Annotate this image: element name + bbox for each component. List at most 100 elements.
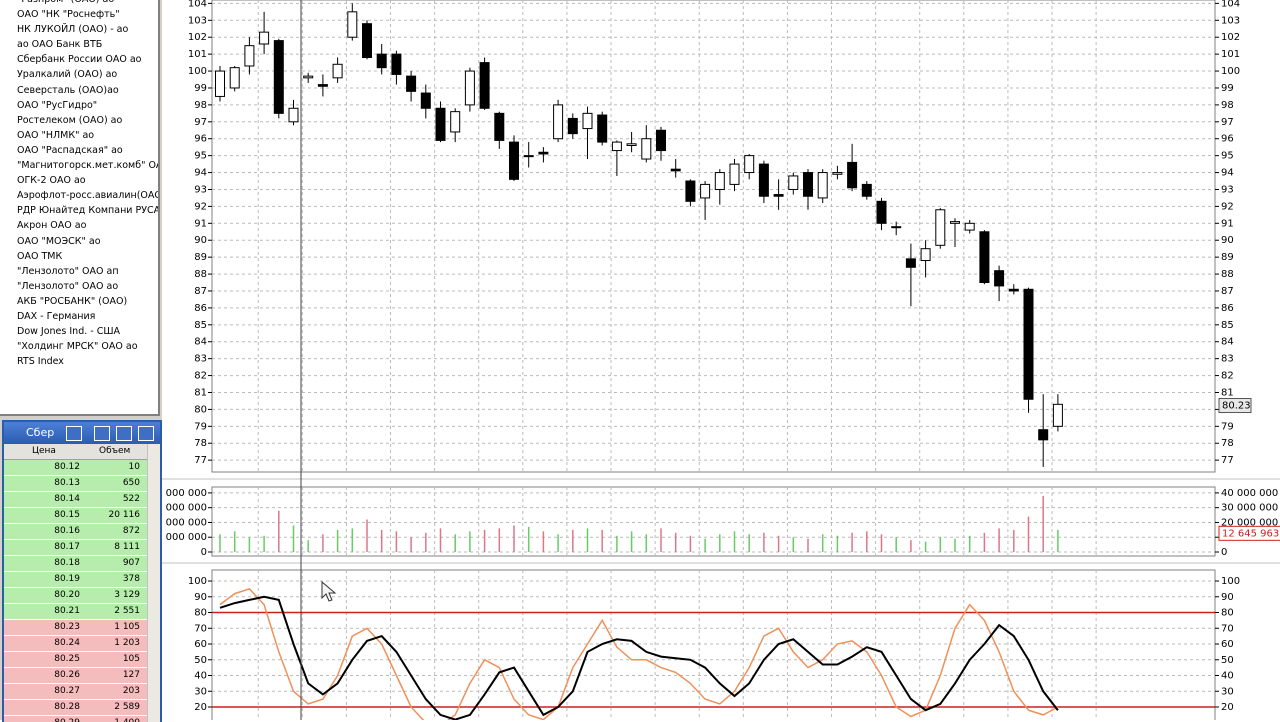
candle-body — [994, 270, 1005, 287]
close-button[interactable] — [138, 426, 154, 441]
candle-body — [479, 62, 490, 109]
volume-bar — [939, 537, 942, 552]
candle-body — [1008, 288, 1019, 292]
y-tick-label: 102 — [188, 32, 207, 43]
candle-body — [538, 151, 549, 155]
security-item[interactable]: НК ЛУКОЙЛ (ОАО) - ао — [17, 24, 129, 36]
y-tick-label: 101 — [1221, 49, 1240, 60]
candle-body — [582, 112, 593, 130]
volume-bar — [821, 534, 824, 552]
volume-bar — [616, 535, 618, 552]
candle-body — [964, 222, 975, 231]
volume: 2 551 — [114, 606, 140, 616]
y-tick-label: 88 — [194, 269, 207, 280]
y-tick-label: 81 — [194, 387, 207, 398]
y-tick-label: 79 — [1221, 421, 1234, 432]
security-item[interactable]: Сбербанк России ОАО ао — [17, 54, 142, 66]
candle-body — [700, 183, 711, 199]
security-item[interactable]: "Лензолото" ОАО ап — [17, 265, 119, 277]
bid-row: 80.21 2 551 — [4, 604, 160, 620]
security-item[interactable]: ОАО "МОЭСК" ао — [17, 235, 101, 247]
security-item[interactable]: РДР Юнайтед Компани РУСАЛ — [17, 205, 160, 217]
maximize-button[interactable] — [116, 426, 132, 441]
security-item[interactable]: ОГК-2 ОАО ао — [17, 175, 86, 187]
volume-bar — [425, 532, 427, 552]
candle-body — [758, 163, 769, 197]
candle-body — [744, 155, 755, 174]
security-item[interactable]: "Холдинг МРСК" ОАО ао — [17, 341, 138, 353]
y-tick-label: 93 — [1221, 184, 1234, 195]
candle-body — [861, 183, 872, 197]
candle-body — [847, 161, 858, 189]
bid-row: 80.20 3 129 — [4, 588, 160, 604]
book-rows: 80.12 10 80.13 650 80.14 522 80.15 20 116 80.16 8… — [4, 460, 160, 722]
security-item[interactable]: ОАО "НК "Роснефть" — [17, 9, 120, 21]
minimize-button[interactable] — [94, 426, 110, 441]
volume-bar — [336, 529, 339, 552]
volume-bar — [1013, 529, 1015, 552]
security-item[interactable]: "Магнитогорск.мет.комб" ОАО — [17, 160, 160, 172]
volume-bar — [542, 531, 545, 552]
volume-bar — [366, 519, 368, 552]
security-item[interactable]: "Газпром" (ОАО) ао — [0, 0, 158, 7]
candle-body — [464, 70, 475, 106]
volume-bar — [263, 535, 265, 552]
volume-bar — [601, 529, 603, 552]
y-tick-label: 102 — [1221, 32, 1240, 43]
security-item[interactable]: ао ОАО Банк ВТБ — [17, 39, 103, 51]
candle-body — [773, 194, 784, 197]
ask-row: 80.29 1 400 — [4, 716, 160, 722]
security-item[interactable]: Акрон ОАО ао — [17, 220, 87, 232]
ask-row: 80.24 1 203 — [4, 636, 160, 652]
ask-row: 80.27 203 — [4, 684, 160, 700]
candle-body — [979, 231, 990, 284]
volume: 105 — [122, 654, 140, 664]
y-tick-label: 99 — [1221, 83, 1234, 94]
scrollbar[interactable] — [147, 444, 160, 722]
security-item[interactable]: ОАО "Распадская" ао — [17, 144, 123, 156]
mouse-cursor — [321, 580, 337, 602]
y-tick-label: 60 — [1221, 639, 1234, 650]
y-tick-label: 0 — [1221, 547, 1227, 558]
security-item[interactable]: "Лензолото" ОАО ао — [17, 280, 119, 292]
candle-body — [803, 172, 813, 197]
y-tick-label: 93 — [194, 184, 207, 195]
y-tick-label: 100 — [188, 576, 207, 587]
security-item[interactable]: АКБ "РОСБАНК" (ОАО) — [17, 295, 128, 307]
candle-body — [317, 84, 328, 87]
candle-body — [611, 141, 622, 152]
security-item[interactable]: RTS Index — [17, 356, 64, 368]
security-item[interactable]: Аэрофлот-росс.авиалин(ОАО) — [17, 190, 160, 202]
bid-row: 80.19 378 — [4, 572, 160, 588]
candle-body — [950, 221, 960, 224]
volume: 522 — [122, 494, 140, 504]
security-item[interactable]: Ростелеком (ОАО) ао — [17, 114, 123, 126]
y-tick-label: 94 — [194, 168, 207, 179]
y-tick-label: 78 — [194, 438, 207, 449]
security-item[interactable]: Уралкалий (ОАО) ао — [17, 69, 118, 81]
candle-body — [670, 168, 681, 172]
volume-bar — [689, 535, 692, 552]
volume-bar — [439, 528, 442, 552]
security-item[interactable]: ОАО "НЛМК" ао — [17, 129, 95, 141]
y-tick-label: 103 — [1221, 15, 1240, 26]
pin-button[interactable] — [66, 426, 82, 441]
candle-body — [817, 172, 828, 199]
security-item[interactable]: ОАО ТМК — [17, 250, 63, 262]
price: 80.20 — [54, 590, 80, 600]
y-tick-label: 80 — [194, 404, 207, 415]
bid-row: 80.17 8 111 — [4, 540, 160, 556]
security-item[interactable]: DAX - Германия — [17, 310, 96, 322]
candle-body — [303, 75, 314, 79]
y-tick-label: 79 — [194, 421, 207, 432]
volume: 1 400 — [114, 716, 140, 722]
volume-bar — [586, 528, 589, 552]
security-item[interactable]: Северсталь (ОАО)ао — [17, 84, 119, 96]
y-tick-label: 103 — [188, 15, 207, 26]
chart-background — [162, 0, 1280, 720]
y-tick-label: 89 — [194, 252, 207, 263]
security-item[interactable]: Dow Jones Ind. - США — [17, 326, 120, 338]
security-item[interactable]: ОАО "РусГидро" — [17, 99, 98, 111]
y-tick-label: 86 — [1221, 303, 1234, 314]
